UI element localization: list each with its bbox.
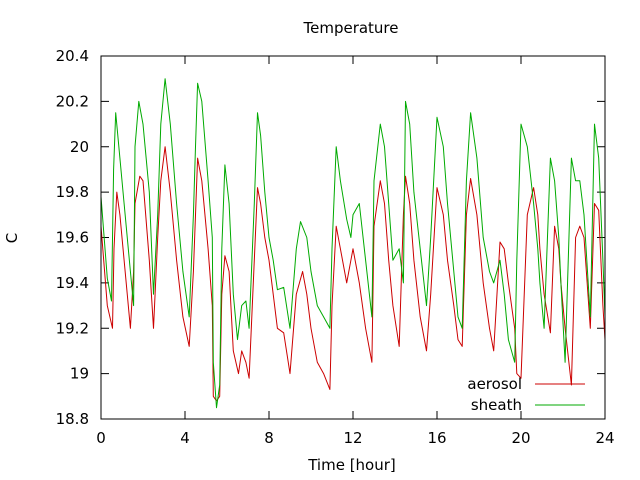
y-tick-label: 19 [70,365,89,383]
x-tick-label: 0 [96,429,106,447]
series-line-aerosol [100,146,606,402]
series-layer [100,78,606,409]
y-tick-label: 20.2 [56,92,89,110]
x-tick-label: 16 [427,429,446,447]
x-tick-label: 12 [343,429,362,447]
y-tick-label: 19.4 [56,274,89,292]
x-tick-label: 4 [180,429,190,447]
y-tick-label: 18.8 [56,410,89,428]
legend: aerosol sheath [467,375,585,414]
legend-label-sheath: sheath [471,396,522,414]
x-tick-label: 8 [264,429,274,447]
x-tick-label: 20 [511,429,530,447]
plot-frame [100,55,606,420]
y-tick-label: 20 [70,138,89,156]
x-tick-label: 24 [595,429,614,447]
legend-label-aerosol: aerosol [467,375,522,393]
y-tick-label: 19.2 [56,319,89,337]
x-axis-ticks: 0 4 8 12 16 20 24 [96,56,615,447]
series-line-sheath [100,78,606,409]
x-axis-label: Time [hour] [307,456,396,474]
chart-title: Temperature [302,19,398,37]
y-tick-label: 19.8 [56,183,89,201]
y-tick-label: 20.4 [56,47,89,65]
y-axis-ticks: 18.8 19 19.2 19.4 19.6 19.8 20 20.2 20.4 [56,47,605,428]
y-axis-label: C [3,233,21,243]
y-tick-label: 19.6 [56,229,89,247]
